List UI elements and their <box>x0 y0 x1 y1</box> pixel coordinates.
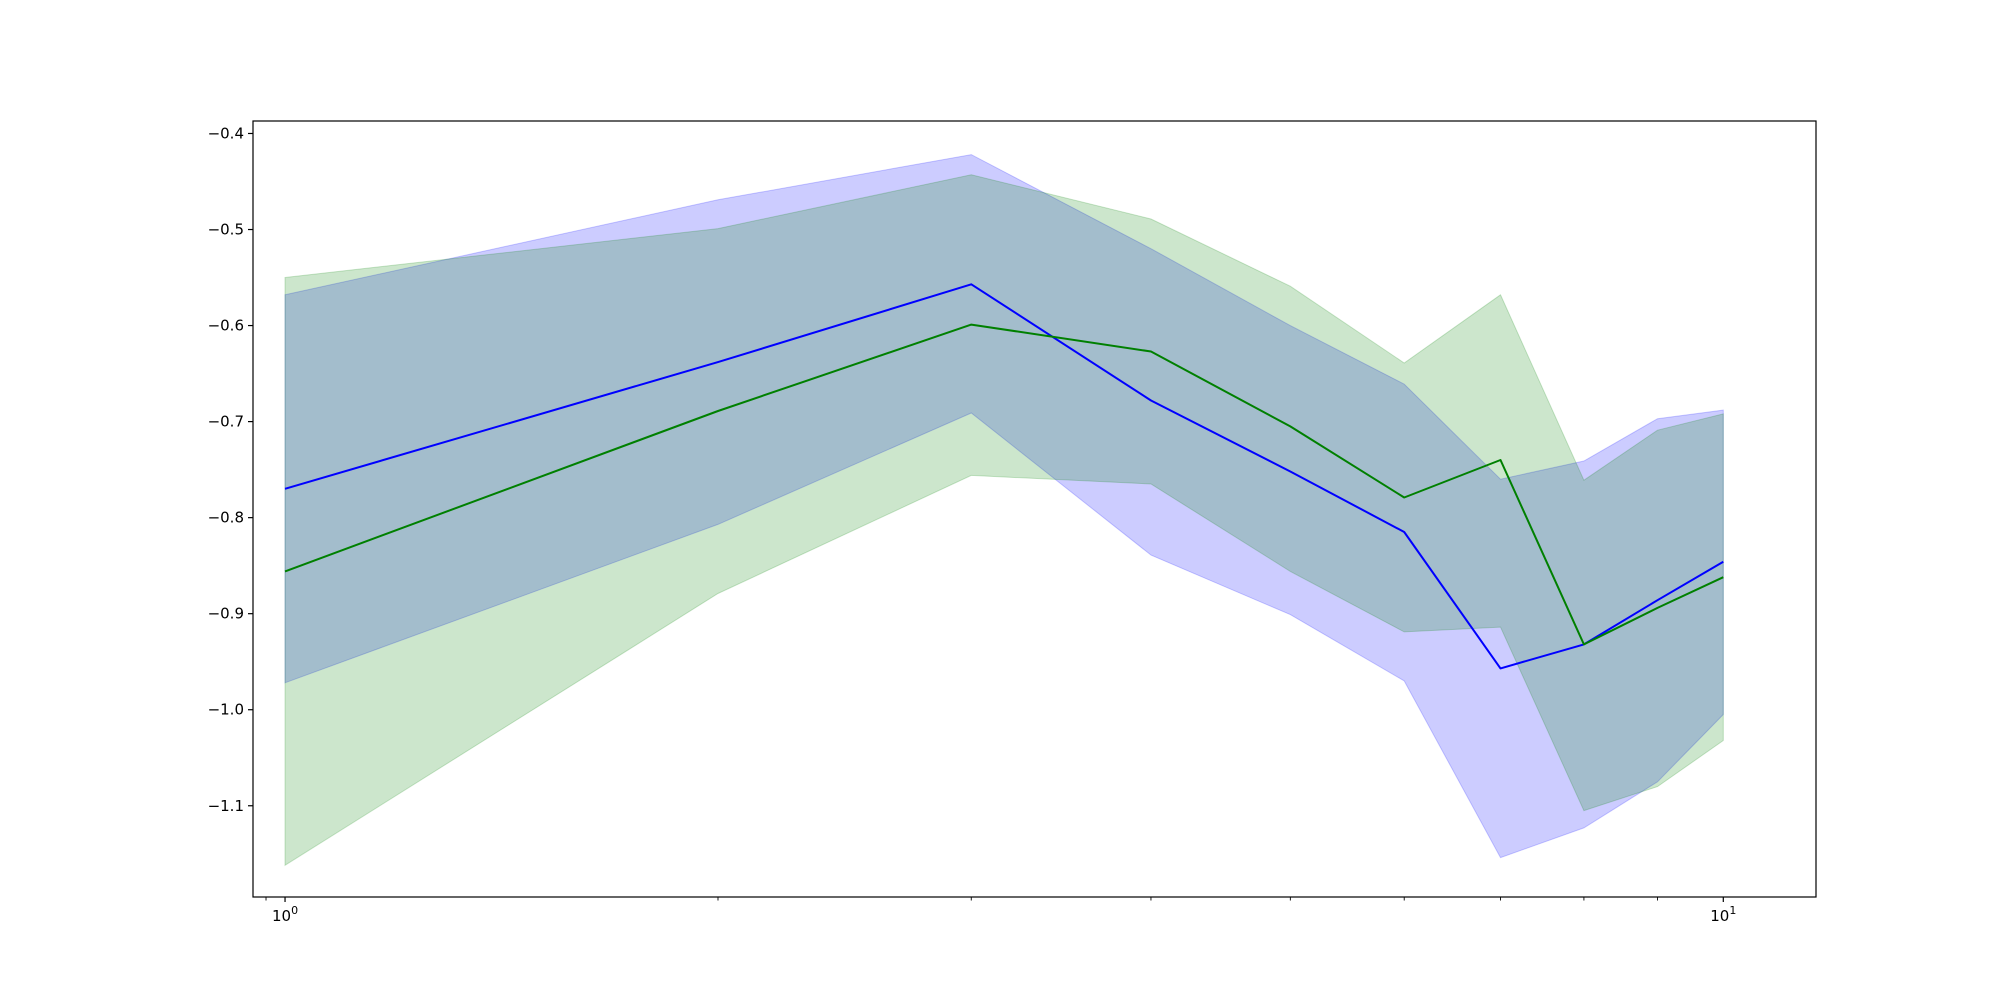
plot-frame <box>252 120 1817 898</box>
y-tick-label: −1.0 <box>208 701 244 719</box>
y-tick-label: −0.4 <box>208 124 244 142</box>
x-tick-label: 100 <box>272 904 298 925</box>
band-green <box>284 174 1724 867</box>
y-tick-label: −0.9 <box>208 605 244 623</box>
series-lines <box>284 283 1724 670</box>
x-tick-label: 101 <box>1710 904 1736 925</box>
series-line-blue <box>284 283 1724 670</box>
y-tick-label: −0.5 <box>208 221 244 239</box>
series-line-green <box>284 323 1724 646</box>
y-tick-label: −0.7 <box>208 413 244 431</box>
y-axis: −0.4 −0.5 −0.6 −0.7 −0.8 −0.9 −1.0 −1.1 <box>208 124 253 815</box>
band-blue <box>284 154 1724 859</box>
y-tick-label: −0.8 <box>208 509 244 527</box>
x-axis: 100 101 <box>265 897 1736 925</box>
y-tick-label: −0.6 <box>208 317 244 335</box>
confidence-bands <box>284 154 1724 867</box>
y-tick-label: −1.1 <box>208 797 244 815</box>
